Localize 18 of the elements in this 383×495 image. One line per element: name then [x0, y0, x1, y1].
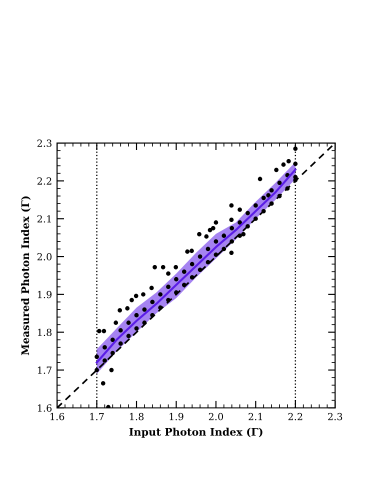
x-tick-label: 1.8 — [130, 412, 144, 420]
x-tick-label: 2.0 — [208, 412, 224, 420]
x-tick-label: 2.2 — [288, 412, 302, 420]
y-tick-label: 2.3 — [37, 140, 52, 147]
x-axis-title: Input Photon Index (Γ) — [129, 428, 262, 438]
y-tick-label: 2.0 — [37, 253, 52, 260]
y-tick-label: 2.1 — [37, 215, 51, 223]
x-tick-label: 1.9 — [170, 412, 184, 420]
y-tick-label: 1.9 — [38, 290, 52, 298]
y-axis-title: Measured Photon Index (Γ) — [21, 196, 31, 356]
y-tick-label: 1.7 — [38, 366, 52, 374]
x-tick-label: 1.6 — [50, 412, 64, 420]
y-tick-label: 1.8 — [38, 328, 52, 336]
y-tick-label: 1.6 — [38, 404, 52, 412]
x-tick-label: 1.7 — [90, 412, 104, 420]
x-tick-label: 2.3 — [328, 412, 342, 420]
y-tick-label: 2.2 — [37, 177, 52, 185]
x-tick-label: 2.1 — [248, 412, 262, 420]
